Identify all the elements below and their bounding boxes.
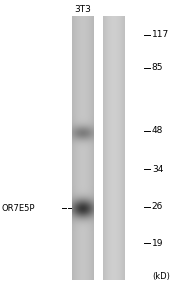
Text: 117: 117 — [152, 30, 169, 39]
Text: 19: 19 — [152, 238, 163, 247]
Text: 34: 34 — [152, 165, 163, 174]
Text: OR7E5P: OR7E5P — [2, 204, 35, 213]
Text: 26: 26 — [152, 202, 163, 211]
Text: 48: 48 — [152, 126, 163, 135]
Text: 3T3: 3T3 — [75, 4, 91, 14]
Text: (kD): (kD) — [152, 272, 170, 280]
Text: 85: 85 — [152, 63, 163, 72]
